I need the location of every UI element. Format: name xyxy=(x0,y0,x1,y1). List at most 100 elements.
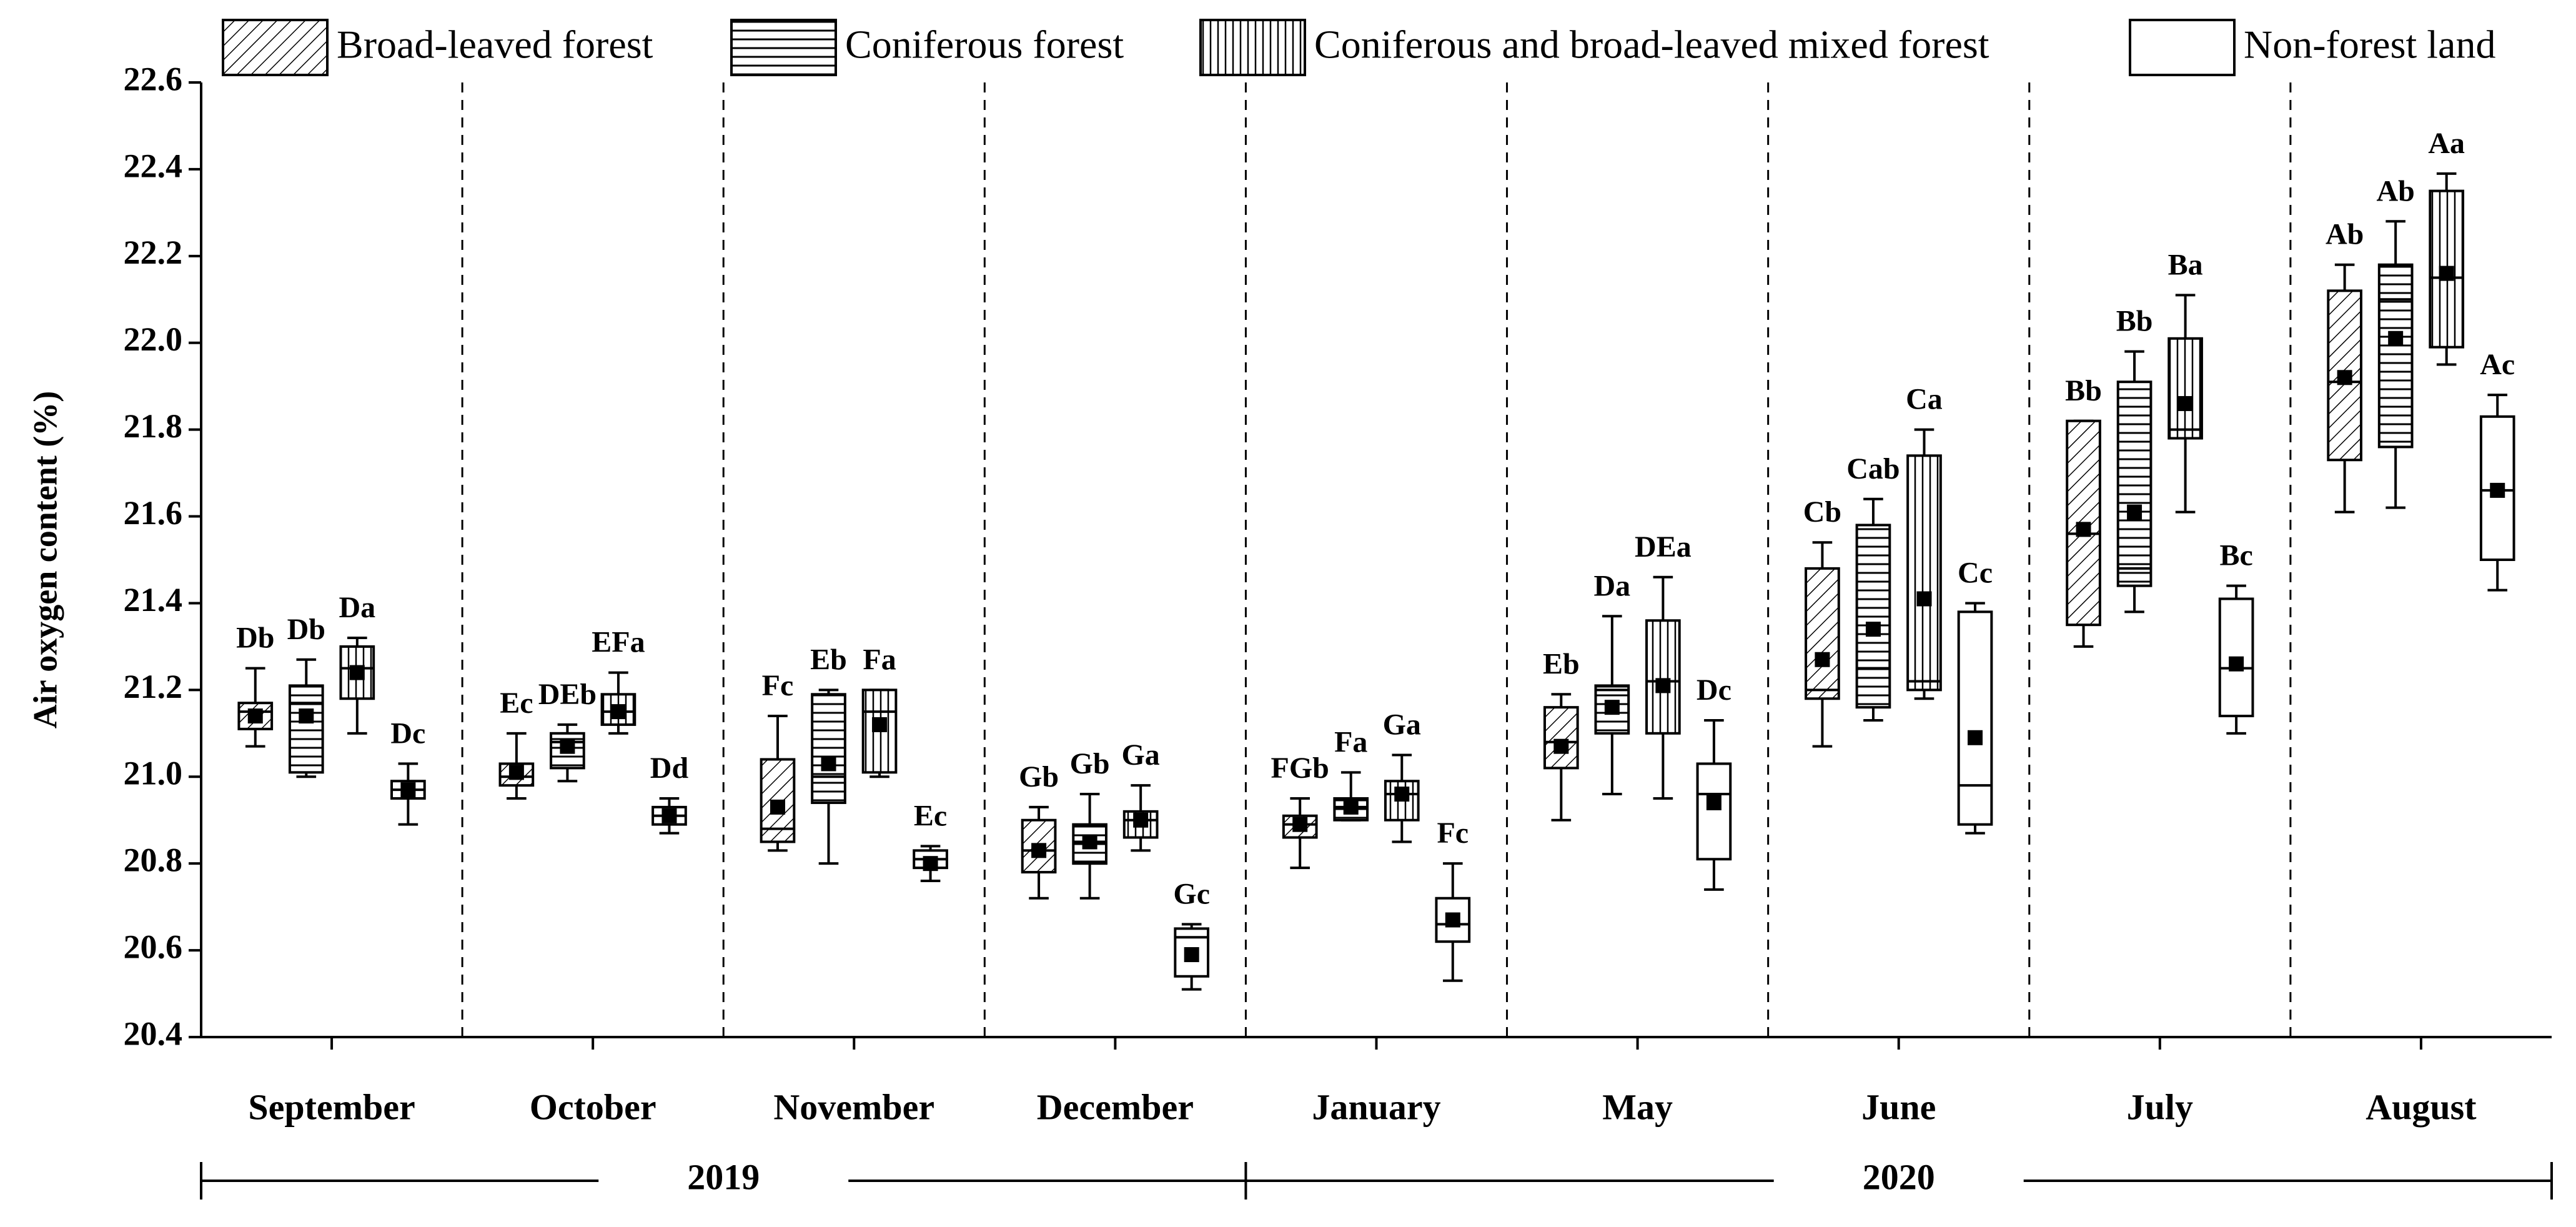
mean-marker xyxy=(1604,700,1620,715)
significance-label: Eb xyxy=(810,643,847,676)
mean-marker xyxy=(2337,370,2352,385)
mean-marker xyxy=(1082,834,1097,850)
legend-label: Coniferous forest xyxy=(845,22,1124,67)
mean-marker xyxy=(1706,795,1721,810)
significance-label: Dd xyxy=(650,752,689,785)
legend-swatch xyxy=(222,19,329,76)
significance-label: Bb xyxy=(2065,374,2102,407)
mean-marker xyxy=(1031,843,1047,858)
y-tick-label: 21.8 xyxy=(124,407,183,445)
significance-label: Cb xyxy=(1803,495,1841,529)
box xyxy=(811,693,846,804)
significance-label: Ga xyxy=(1383,708,1421,742)
significance-label: Bc xyxy=(2219,539,2252,572)
mean-marker xyxy=(1916,591,1932,607)
mean-marker xyxy=(770,799,785,815)
y-tick-label: 20.6 xyxy=(124,928,183,965)
significance-label: Bb xyxy=(2116,305,2153,338)
significance-label: Db xyxy=(236,622,274,655)
significance-label: Ga xyxy=(1121,738,1159,772)
year-label: 2020 xyxy=(1863,1156,1935,1197)
mean-marker xyxy=(2439,266,2454,281)
mean-marker xyxy=(923,856,938,872)
legend-swatch xyxy=(730,19,837,76)
mean-marker xyxy=(821,756,836,772)
mean-marker xyxy=(2388,330,2404,346)
significance-label: Gb xyxy=(1019,760,1059,793)
y-tick-label: 22.6 xyxy=(124,60,183,97)
y-tick-label: 22.4 xyxy=(124,147,183,184)
y-tick-label: 22.0 xyxy=(124,320,183,358)
box xyxy=(1543,706,1579,770)
significance-label: Da xyxy=(1594,569,1631,602)
significance-label: Fa xyxy=(1334,725,1367,758)
significance-label: Cc xyxy=(1958,556,1993,589)
box xyxy=(237,702,274,730)
y-tick-label: 21.0 xyxy=(124,755,183,792)
box xyxy=(1906,454,1942,692)
legend-label: Non-forest land xyxy=(2244,22,2495,67)
mean-marker xyxy=(1865,622,1881,637)
significance-label: Aa xyxy=(2428,127,2465,160)
mean-marker xyxy=(1553,738,1569,754)
y-axis-title: Air oxygen content (%) xyxy=(26,391,64,728)
x-tick-label: January xyxy=(1312,1086,1440,1127)
mean-marker xyxy=(349,665,365,680)
box xyxy=(2167,337,2203,440)
significance-label: Dc xyxy=(1697,673,1731,707)
mean-marker xyxy=(400,782,416,798)
x-tick-label: December xyxy=(1037,1086,1194,1127)
significance-label: Ac xyxy=(2480,348,2515,381)
x-tick-label: August xyxy=(2365,1086,2477,1127)
mean-marker xyxy=(2076,522,2091,537)
x-tick-label: June xyxy=(1861,1086,1936,1127)
x-tick-label: July xyxy=(2127,1086,2193,1127)
box xyxy=(1957,610,1993,826)
box xyxy=(1645,619,1681,735)
legend-swatch xyxy=(2129,19,2236,76)
mean-marker xyxy=(872,717,888,732)
significance-label: Cab xyxy=(1846,452,1900,485)
mean-marker xyxy=(2229,656,2244,672)
mean-marker xyxy=(1292,817,1308,832)
significance-label: EFa xyxy=(592,626,645,659)
y-tick-label: 22.2 xyxy=(124,234,183,271)
significance-label: DEb xyxy=(538,678,597,711)
mean-marker xyxy=(1445,912,1460,928)
significance-label: Fa xyxy=(863,643,896,676)
significance-label: Gb xyxy=(1070,747,1110,780)
significance-label: Eb xyxy=(1543,647,1580,680)
mean-marker xyxy=(2177,395,2193,411)
significance-label: DEa xyxy=(1635,530,1692,564)
significance-label: Ab xyxy=(2326,218,2364,251)
box xyxy=(1282,814,1318,839)
y-tick-label: 20.4 xyxy=(124,1015,183,1052)
box xyxy=(288,684,324,774)
mean-marker xyxy=(1655,678,1671,693)
box xyxy=(1696,762,1732,861)
box xyxy=(1855,524,1891,709)
y-tick-label: 21.4 xyxy=(124,581,183,618)
mean-marker xyxy=(299,708,314,724)
significance-label: Ec xyxy=(500,687,533,720)
x-tick-label: May xyxy=(1602,1086,1673,1127)
significance-label: Gc xyxy=(1173,877,1210,910)
year-label: 2019 xyxy=(687,1156,760,1197)
significance-label: Ec xyxy=(914,799,947,832)
mean-marker xyxy=(1133,812,1149,828)
mean-marker xyxy=(1343,799,1359,815)
significance-label: Ca xyxy=(1906,383,1943,416)
legend-label: Coniferous and broad-leaved mixed forest xyxy=(1314,22,1989,67)
mean-marker xyxy=(661,808,677,823)
mean-marker xyxy=(1815,652,1830,667)
mean-marker xyxy=(508,765,524,780)
significance-label: FGb xyxy=(1271,752,1329,785)
y-tick-label: 21.2 xyxy=(124,668,183,705)
significance-label: Dc xyxy=(390,717,425,750)
mean-marker xyxy=(2127,504,2143,520)
x-tick-label: October xyxy=(530,1086,656,1127)
box xyxy=(2377,263,2414,449)
box xyxy=(1021,818,1057,874)
